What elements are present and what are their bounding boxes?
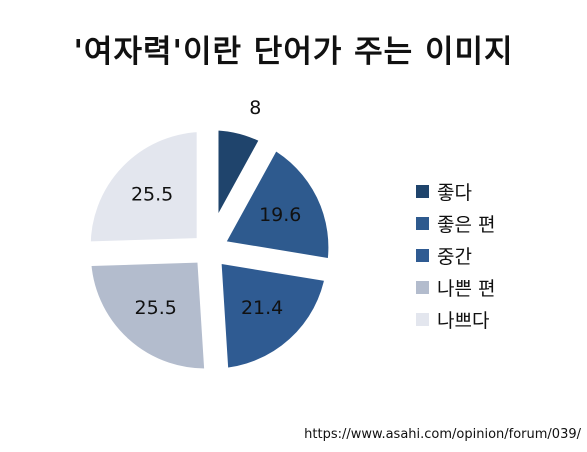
legend-label: 좋다 [437, 181, 472, 204]
legend-label: 중간 [437, 245, 472, 268]
legend-item: 좋다 [416, 175, 495, 207]
legend-swatch [416, 312, 429, 326]
data-label: 19.6 [259, 204, 301, 226]
legend-swatch [416, 184, 429, 198]
data-label: 25.5 [135, 297, 177, 319]
legend-swatch [416, 216, 429, 230]
pie-slice [74, 115, 213, 258]
chart-title: '여자력'이란 단어가 주는 이미지 [73, 34, 514, 70]
legend: 좋다 좋은 편 중간 나쁜 편 나쁘다 [416, 175, 495, 335]
legend-swatch [416, 248, 429, 262]
data-label: 25.5 [131, 183, 173, 205]
legend-label: 나쁜 편 [437, 277, 496, 300]
data-label: 8 [249, 97, 261, 119]
legend-item: 좋은 편 [416, 207, 495, 239]
legend-item: 중간 [416, 239, 495, 271]
legend-item: 나쁜 편 [416, 271, 495, 303]
pie-slice [201, 129, 345, 277]
source-url: https://www.asahi.com/opinion/forum/039/ [304, 427, 581, 442]
legend-swatch [416, 280, 429, 294]
legend-item: 나쁘다 [416, 303, 495, 335]
pie-slice [74, 246, 222, 385]
legend-label: 나쁘다 [437, 309, 490, 332]
legend-label: 좋은 편 [437, 213, 496, 236]
data-label: 21.4 [241, 297, 283, 319]
pie-slice [204, 244, 343, 385]
